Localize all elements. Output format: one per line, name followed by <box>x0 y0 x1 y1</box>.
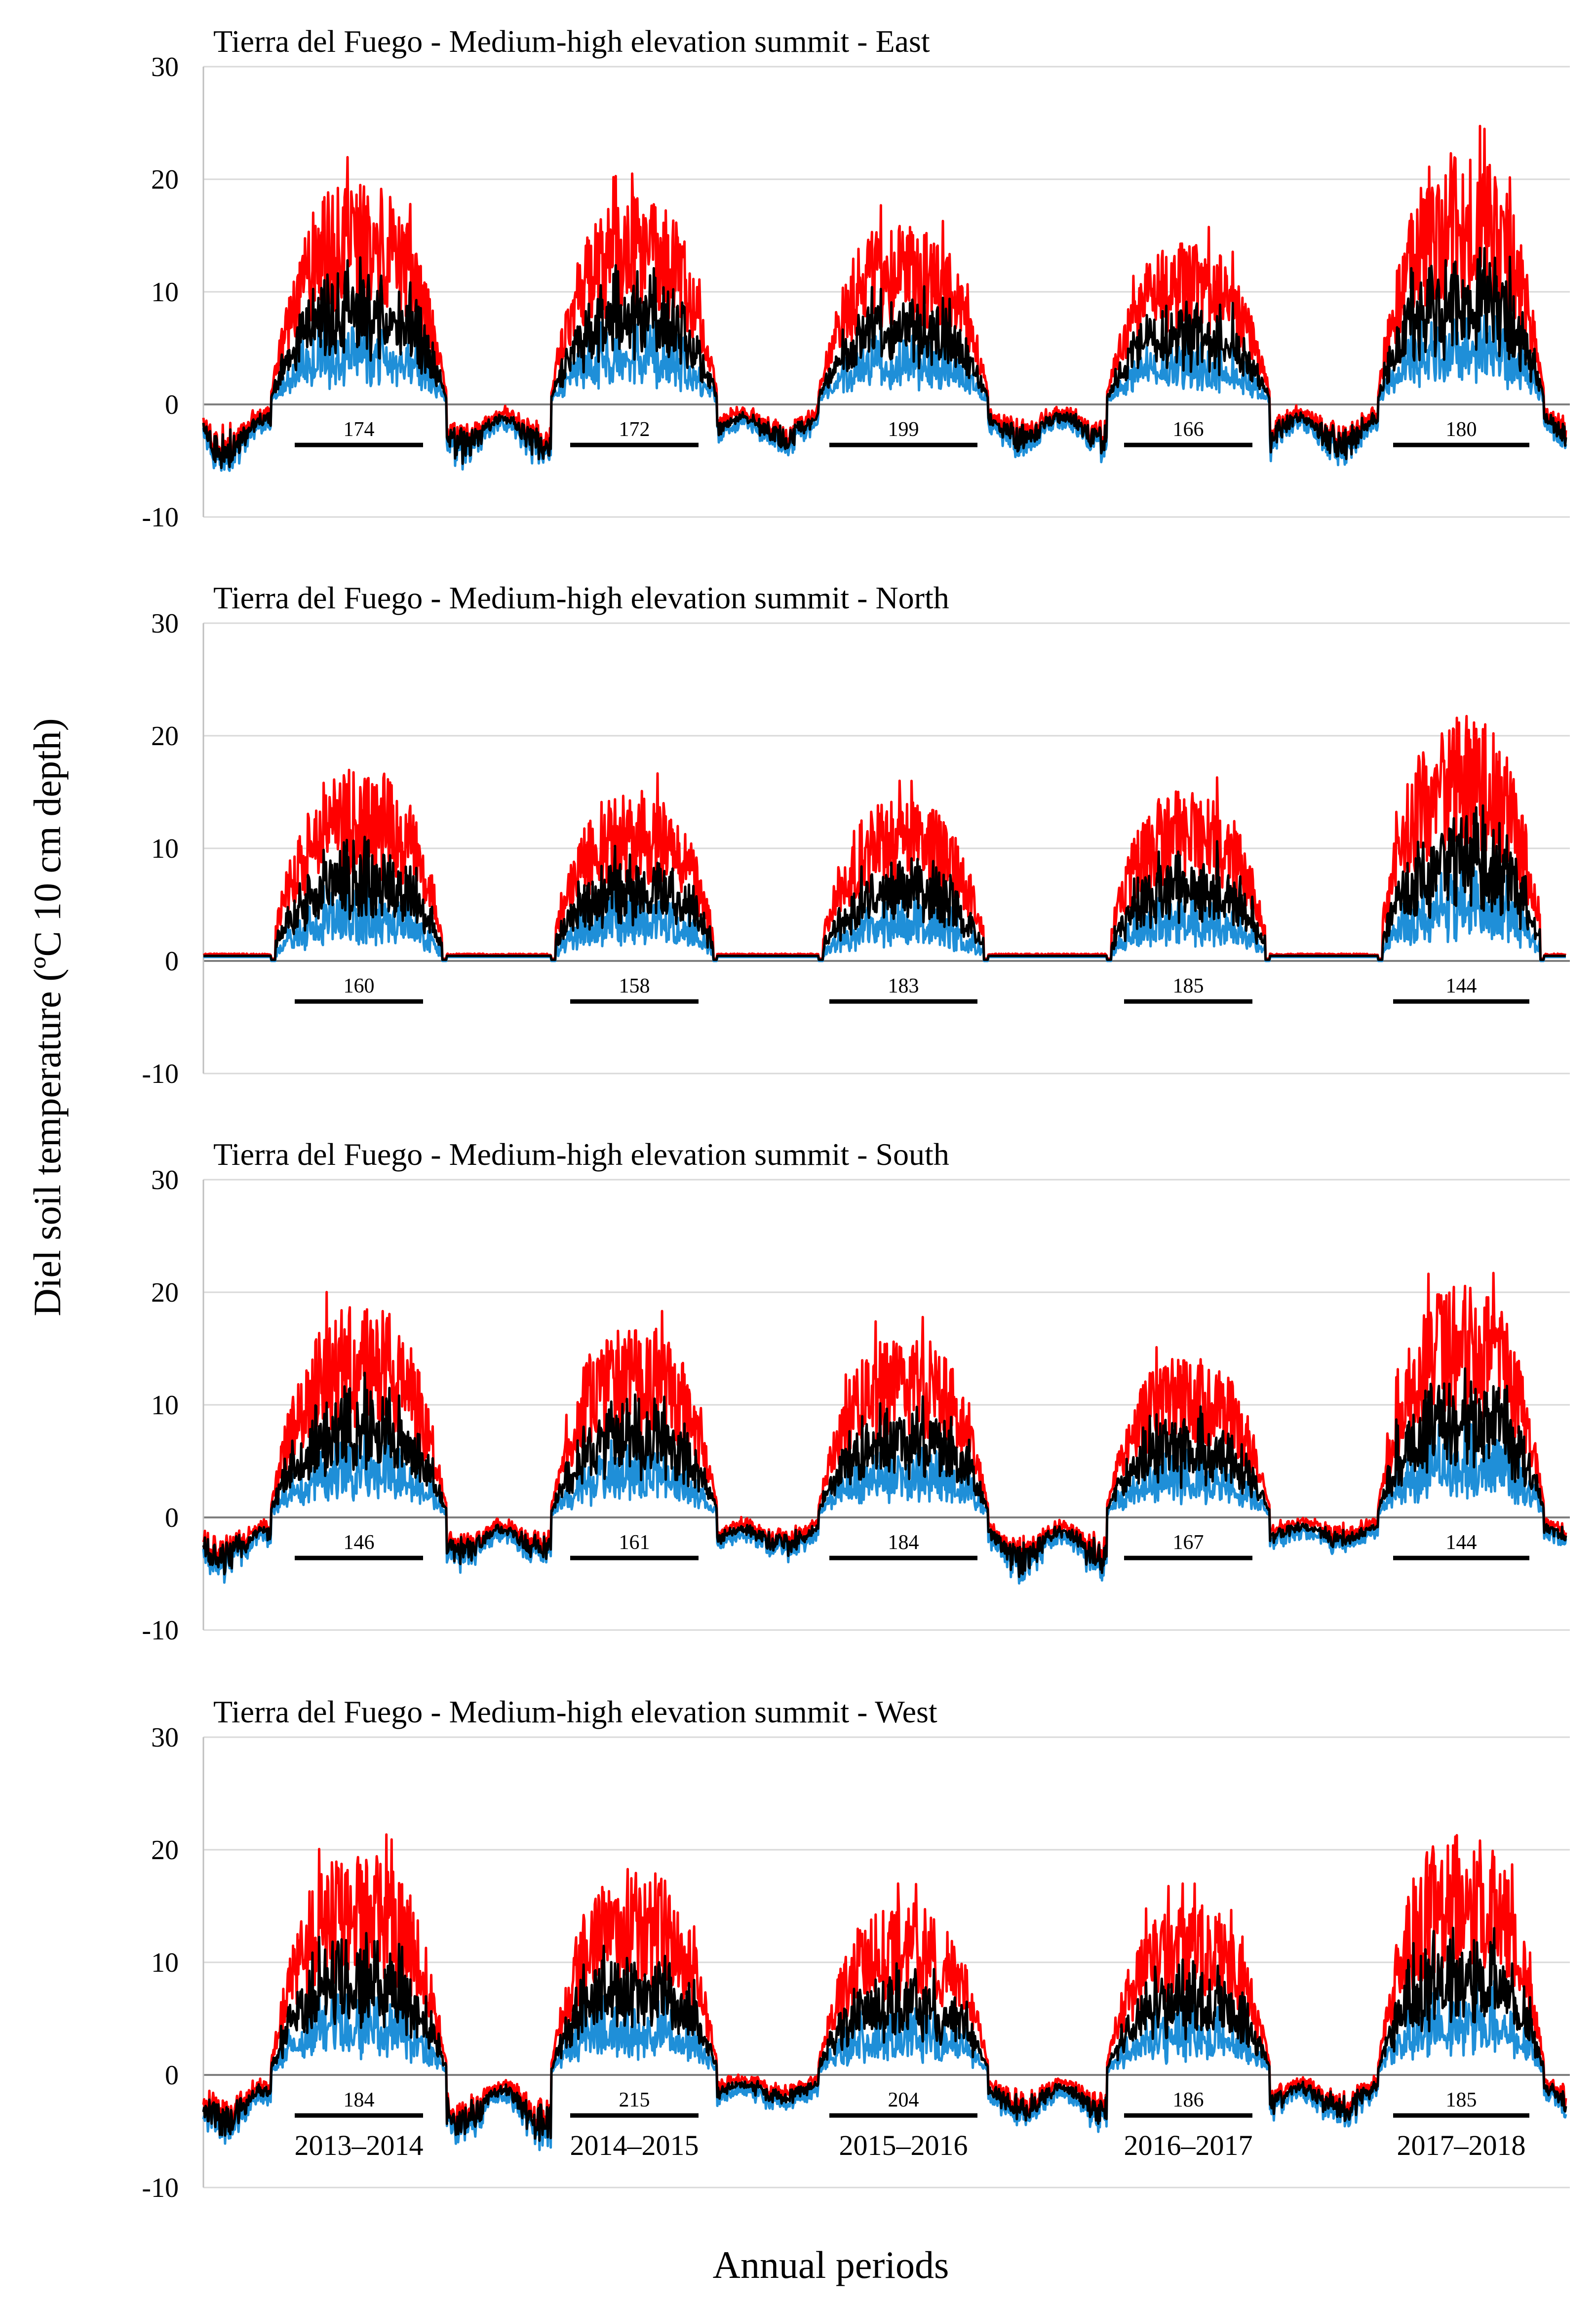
growing-season-count: 186 <box>1173 2089 1204 2111</box>
y-tick-label: 30 <box>151 1165 179 1195</box>
x-axis-title: Annual periods <box>713 2243 949 2286</box>
y-tick-label: -10 <box>142 1615 179 1646</box>
series-max-line <box>202 124 1567 467</box>
panel-north: Tierra del Fuego - Medium-high elevation… <box>142 580 1570 1089</box>
growing-season-count: 180 <box>1446 418 1477 441</box>
y-tick-label: 30 <box>151 608 179 639</box>
y-tick-label: 30 <box>151 1722 179 1753</box>
y-axis-title: Diel soil temperature (ºC 10 cm depth) <box>26 718 69 1316</box>
chart-panels: Tierra del Fuego - Medium-high elevation… <box>142 24 1570 2203</box>
growing-season-count: 184 <box>888 1531 919 1554</box>
period-label-2015-2016: 2015–2016 <box>839 2129 968 2161</box>
series-mean-line <box>202 246 1567 470</box>
growing-season-count: 204 <box>888 2089 919 2111</box>
y-tick-label: 10 <box>151 1390 179 1421</box>
y-tick-label: 0 <box>165 2060 179 2091</box>
period-label-2014-2015: 2014–2015 <box>570 2129 699 2161</box>
growing-season-count: 158 <box>619 975 650 997</box>
growing-season-count: 166 <box>1173 418 1204 441</box>
y-tick-label: 10 <box>151 277 179 308</box>
growing-season-count: 144 <box>1446 975 1477 997</box>
series-mean-line <box>202 1367 1567 1578</box>
growing-season-count: 185 <box>1173 975 1204 997</box>
growing-season-count: 144 <box>1446 1531 1477 1554</box>
panel-title-west: Tierra del Fuego - Medium-high elevation… <box>213 1694 937 1729</box>
y-tick-label: -10 <box>142 2173 179 2203</box>
y-tick-label: 20 <box>151 1277 179 1308</box>
growing-season-count: 185 <box>1446 2089 1477 2111</box>
panel-title-north: Tierra del Fuego - Medium-high elevation… <box>213 580 949 615</box>
series-max-line <box>202 715 1567 960</box>
period-label-2016-2017: 2016–2017 <box>1124 2129 1253 2161</box>
growing-season-count: 172 <box>619 418 650 441</box>
period-label-2013-2014: 2013–2014 <box>295 2129 424 2161</box>
y-tick-label: 30 <box>151 52 179 82</box>
growing-season-count: 199 <box>888 418 919 441</box>
panel-title-east: Tierra del Fuego - Medium-high elevation… <box>213 24 930 59</box>
y-tick-label: -10 <box>142 502 179 533</box>
y-tick-label: 10 <box>151 834 179 864</box>
y-tick-label: 0 <box>165 390 179 420</box>
panel-west: Tierra del Fuego - Medium-high elevation… <box>142 1694 1570 2203</box>
y-tick-label: -10 <box>142 1059 179 1089</box>
series-mean-line <box>203 804 1566 961</box>
growing-season-count: 183 <box>888 975 919 997</box>
growing-season-count: 215 <box>619 2089 650 2111</box>
growing-season-count: 160 <box>344 975 375 997</box>
y-tick-label: 20 <box>151 164 179 195</box>
growing-season-count: 167 <box>1173 1531 1204 1554</box>
panel-title-south: Tierra del Fuego - Medium-high elevation… <box>213 1137 949 1172</box>
period-label-2017-2018: 2017–2018 <box>1397 2129 1526 2161</box>
series-mean-line <box>202 1926 1567 2142</box>
y-tick-label: 20 <box>151 721 179 752</box>
y-tick-label: 0 <box>165 946 179 977</box>
y-tick-label: 0 <box>165 1503 179 1533</box>
panel-east: Tierra del Fuego - Medium-high elevation… <box>142 24 1570 533</box>
growing-season-count: 174 <box>344 418 375 441</box>
growing-season-count: 161 <box>619 1531 650 1554</box>
y-tick-label: 10 <box>151 1948 179 1978</box>
panel-south: Tierra del Fuego - Medium-high elevation… <box>142 1137 1570 1646</box>
growing-season-count: 184 <box>344 2089 375 2111</box>
series-max-line <box>202 1272 1567 1572</box>
growing-season-count: 146 <box>344 1531 375 1554</box>
y-tick-label: 20 <box>151 1835 179 1866</box>
